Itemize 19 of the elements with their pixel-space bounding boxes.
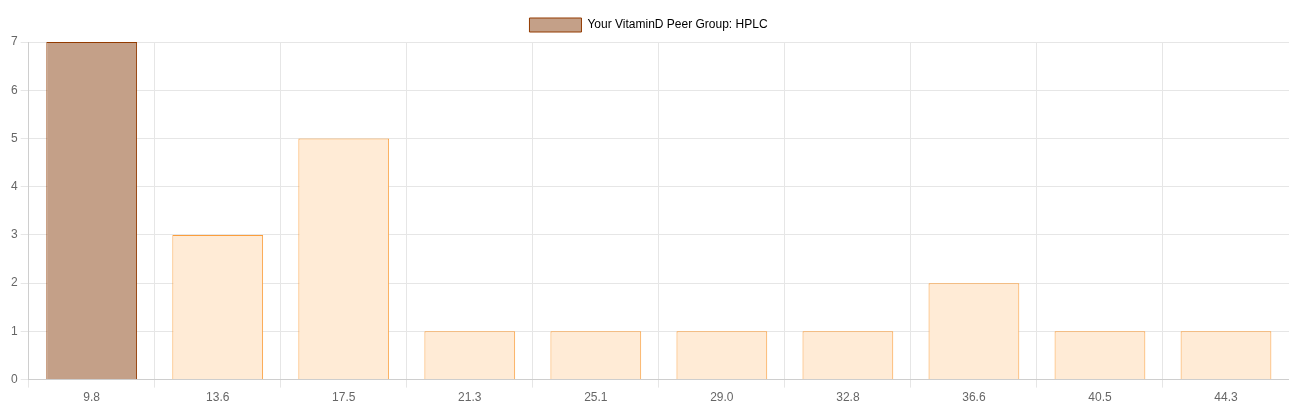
y-tick-label: 2: [10, 275, 18, 290]
x-tick-label: 17.5: [332, 390, 356, 405]
x-tick-label: 13.6: [206, 390, 230, 405]
y-tick-label: 5: [10, 130, 18, 145]
x-tick-label: 21.3: [458, 390, 482, 405]
x-tick-label: 9.8: [83, 390, 101, 405]
x-tick-label: 29.0: [710, 390, 734, 405]
x-tick-label: 25.1: [584, 390, 608, 405]
y-tick-label: 4: [10, 179, 18, 193]
y-tick-label: 6: [10, 82, 18, 97]
x-tick-label: 40.5: [1088, 390, 1112, 405]
y-tick-label: 1: [10, 323, 18, 338]
x-tick-label: 32.8: [836, 390, 860, 405]
y-tick-label: 0: [10, 371, 18, 386]
y-tick-label: 3: [10, 227, 18, 242]
legend-label: Your VitaminD Peer Group: HPLC: [587, 17, 768, 32]
x-tick-label: 44.3: [1214, 390, 1238, 405]
x-tick-label: 36.6: [962, 390, 986, 405]
y-tick-label: 7: [10, 34, 18, 49]
